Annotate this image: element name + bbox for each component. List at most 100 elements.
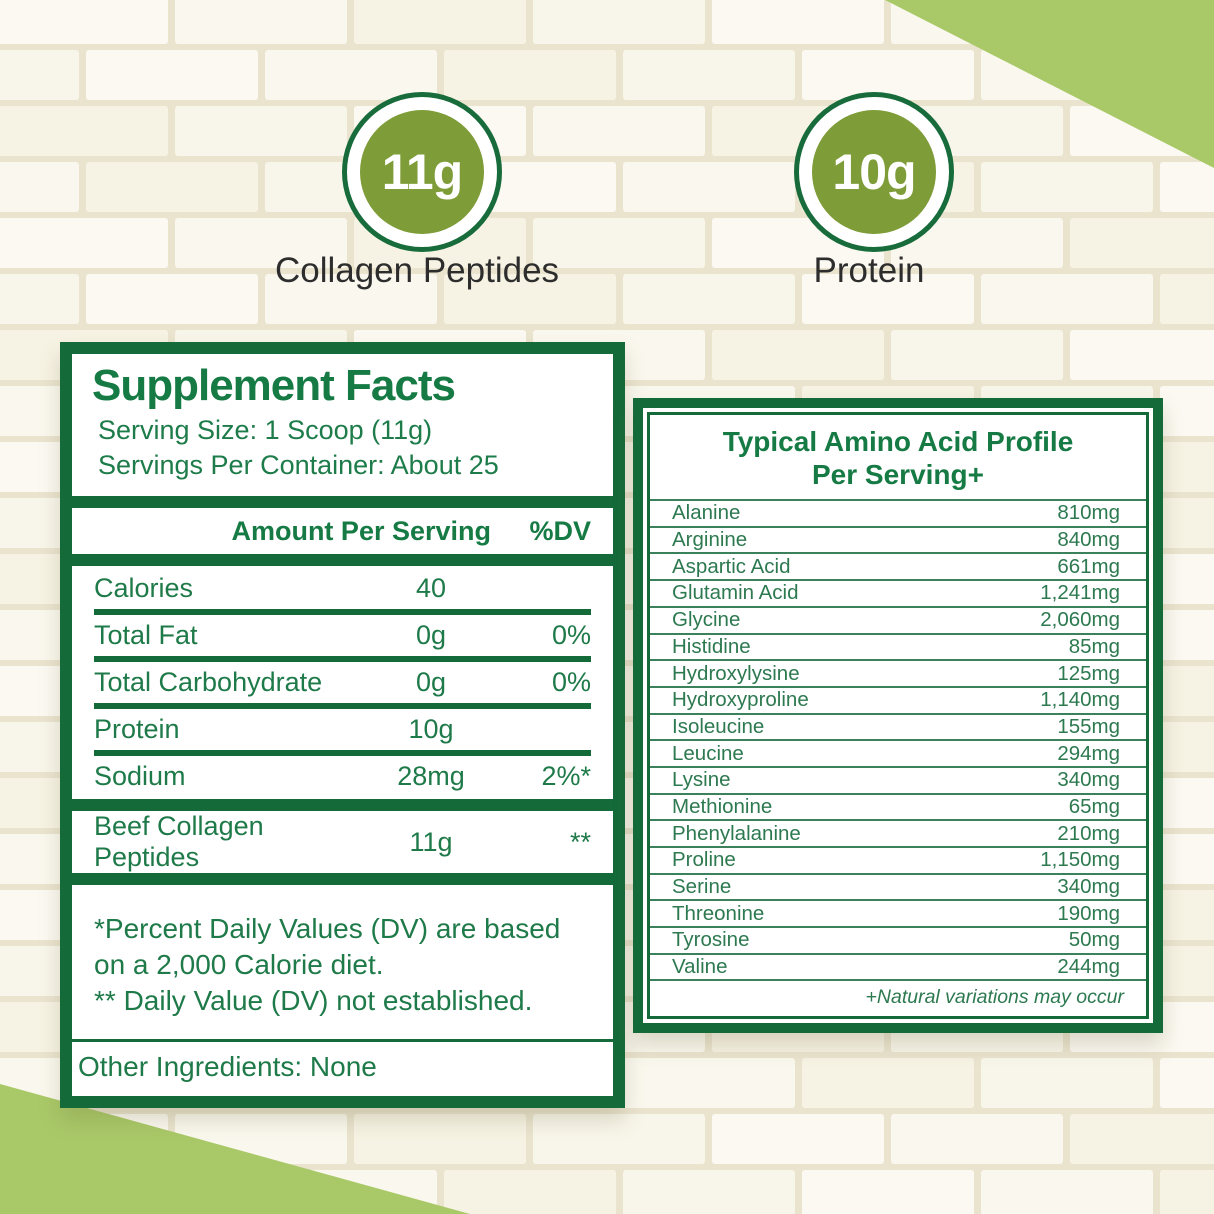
amino-row: Histidine 85mg: [650, 632, 1146, 660]
footnote-divider: [72, 1038, 613, 1042]
supplement-facts-header: Supplement Facts Serving Size: 1 Scoop (…: [72, 354, 613, 497]
amino-amount: 1,241mg: [1040, 581, 1120, 605]
brick: [1159, 722, 1214, 772]
footnote-daily-values: *Percent Daily Values (DV) are based on …: [94, 913, 561, 980]
protein-badge-circle: 10g: [812, 110, 936, 234]
amino-row: Valine 244mg: [650, 952, 1146, 980]
amino-row: Serine 340mg: [650, 872, 1146, 900]
brick: [1159, 1058, 1214, 1108]
amino-name: Histidine: [672, 634, 751, 658]
protein-badge-value: 10g: [832, 144, 916, 200]
amino-acid-panel: Typical Amino Acid Profile Per Serving+ …: [633, 398, 1163, 1034]
brick: [175, 218, 347, 268]
nutrition-dv: 0%: [551, 667, 591, 698]
brick: [533, 218, 705, 268]
footnotes: *Percent Daily Values (DV) are based on …: [72, 885, 613, 1038]
brick: [891, 1114, 1063, 1164]
brick: [622, 1058, 795, 1108]
dv-header-label: %DV: [529, 515, 591, 546]
nutrition-row: Total Carbohydrate 0g 0%: [94, 656, 591, 703]
amino-name: Alanine: [672, 501, 741, 525]
nutrition-label: Sodium: [94, 761, 186, 792]
amino-amount: 294mg: [1057, 741, 1120, 765]
brick: [443, 274, 616, 324]
amino-amount: 244mg: [1057, 955, 1120, 979]
amino-acid-panel-inner: Typical Amino Acid Profile Per Serving+ …: [647, 412, 1149, 1020]
amino-name: Tyrosine: [672, 928, 750, 952]
amino-acid-panel-middle: Typical Amino Acid Profile Per Serving+ …: [643, 408, 1153, 1024]
protein-badge-label: Protein: [813, 251, 925, 290]
amino-amount: 85mg: [1068, 634, 1120, 658]
amino-name: Leucine: [672, 741, 744, 765]
brick: [1159, 274, 1214, 324]
brick: [533, 106, 705, 156]
amino-name: Hydroxyproline: [672, 688, 809, 712]
amino-name: Threonine: [672, 901, 765, 925]
other-ingredients: Other Ingredients: None: [78, 1050, 377, 1082]
amino-row: Phenylalanine 210mg: [650, 819, 1146, 846]
footnote-dv-not-established: ** Daily Value (DV) not established.: [94, 984, 533, 1016]
amino-name: Methionine: [672, 794, 773, 818]
amino-amount: 810mg: [1057, 501, 1120, 525]
amino-row: Hydroxyproline 1,140mg: [650, 685, 1146, 713]
nutrition-label: Protein: [94, 714, 180, 745]
supplement-facts-panel: Supplement Facts Serving Size: 1 Scoop (…: [60, 342, 625, 1108]
brick: [622, 162, 795, 212]
amino-amount: 840mg: [1057, 528, 1120, 552]
amino-amount: 125mg: [1057, 661, 1120, 685]
amino-acid-title-line1: Typical Amino Acid Profile: [722, 426, 1074, 457]
beef-collagen-amount: 11g: [409, 826, 453, 857]
collagen-badge-value: 11g: [381, 144, 463, 200]
nutrition-dv: 2%*: [541, 761, 591, 792]
amino-amount: 661mg: [1057, 554, 1120, 578]
nutrition-row: Total Fat 0g 0%: [94, 609, 591, 656]
brick: [712, 0, 884, 44]
brick: [533, 0, 705, 44]
amino-name: Hydroxylysine: [672, 661, 800, 685]
brick: [0, 162, 79, 212]
amino-row: Aspartic Acid 661mg: [650, 552, 1146, 579]
brick: [1070, 218, 1214, 268]
amino-name: Aspartic Acid: [672, 554, 791, 578]
amino-amount: 2,060mg: [1040, 608, 1120, 632]
amino-acid-title-line2: Per Serving+: [812, 459, 984, 491]
brick: [712, 1114, 884, 1164]
amino-row: Glycine 2,060mg: [650, 605, 1146, 633]
nutrition-amount: 10g: [408, 714, 454, 745]
amino-name: Lysine: [672, 768, 731, 792]
brick: [0, 0, 168, 44]
brick: [1070, 1114, 1214, 1164]
amount-per-serving-header: Amount Per Serving %DV: [72, 508, 613, 555]
brick: [1070, 330, 1214, 380]
nutrition-amount: 28mg: [397, 761, 465, 792]
brick: [1159, 610, 1214, 660]
brick: [264, 274, 437, 324]
amino-name: Valine: [672, 955, 728, 979]
brick: [85, 50, 258, 100]
amino-row: Glutamin Acid 1,241mg: [650, 579, 1146, 606]
brick: [801, 1058, 974, 1108]
amino-name: Glycine: [672, 608, 741, 632]
brick: [354, 1114, 526, 1164]
amino-row: Lysine 340mg: [650, 765, 1146, 793]
footnote-box: *Percent Daily Values (DV) are based on …: [72, 885, 613, 1096]
amino-name: Isoleucine: [672, 714, 765, 738]
brick: [175, 106, 347, 156]
nutrition-row: Sodium 28mg 2%*: [94, 750, 591, 797]
amino-row: Proline 1,150mg: [650, 846, 1146, 873]
brick: [622, 50, 795, 100]
supplement-facts-title: Supplement Facts: [92, 361, 456, 410]
brick: [980, 162, 1153, 212]
amino-acid-rows: Alanine 810mg Arginine 840mg Aspartic Ac…: [650, 499, 1146, 979]
nutrition-row: Protein 10g: [94, 703, 591, 750]
amino-row: Methionine 65mg: [650, 792, 1146, 820]
amino-name: Serine: [672, 875, 732, 899]
amino-row: Alanine 810mg: [650, 499, 1146, 526]
amino-name: Proline: [672, 848, 736, 872]
brick: [980, 274, 1153, 324]
amino-amount: 155mg: [1057, 714, 1120, 738]
brick: [980, 1058, 1153, 1108]
amino-amount: 210mg: [1057, 821, 1120, 845]
nutrition-label: Calories: [94, 573, 194, 604]
